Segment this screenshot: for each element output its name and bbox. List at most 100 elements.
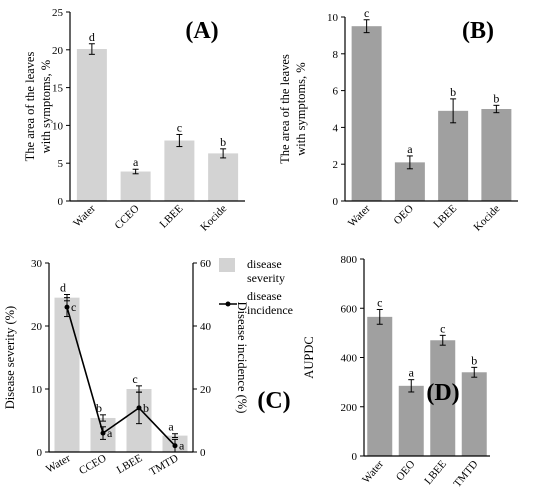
data-label: b <box>471 353 477 367</box>
error-bar <box>450 98 457 124</box>
bar <box>54 297 80 452</box>
error-bar <box>493 104 500 114</box>
data-label: c <box>440 321 445 335</box>
x-tick-label: Water <box>346 202 373 229</box>
x-tick-label: Kocide <box>472 203 503 234</box>
y-axis-title: with symptoms, % <box>294 62 308 155</box>
y-tick-label: 20 <box>31 321 43 333</box>
y-tick-label: 0 <box>333 196 339 208</box>
y-tick-label: 0 <box>352 451 358 463</box>
chart-panel-4: c a c b 0 200 400 600 800 Water OEO LBEE TMTD AUPDC (D… <box>302 254 490 490</box>
y2-tick-label: 0 <box>200 447 206 459</box>
y-axis-title: Disease severity (%) <box>3 306 17 409</box>
panel-label: (B) <box>462 18 494 44</box>
bar <box>208 153 239 201</box>
data-label: b <box>220 135 226 149</box>
y2-tick-label: 20 <box>200 384 212 396</box>
y-tick-label: 0 <box>58 196 64 208</box>
y-tick-label: 10 <box>327 12 339 24</box>
y-tick-label: 15 <box>52 83 64 95</box>
error-bar <box>220 148 227 159</box>
data-label: a <box>168 420 174 434</box>
x-tick-label: TMTD <box>451 458 480 490</box>
error-bar <box>406 155 413 170</box>
data-label: a <box>409 366 415 380</box>
x-tick-label: Water <box>360 458 386 486</box>
bar <box>367 316 393 456</box>
x-tick-label: Water <box>71 202 98 229</box>
bar <box>351 26 382 202</box>
line-data-label: a <box>107 426 113 440</box>
panel-label: (D) <box>426 380 459 406</box>
error-bar <box>172 433 178 439</box>
x-tick-label: LBEE <box>422 458 449 487</box>
error-bar <box>88 43 95 55</box>
error-bar <box>176 133 183 148</box>
line-data-label: a <box>179 439 185 453</box>
y-axis-title: The area of the leaves <box>278 54 292 164</box>
error-bar <box>363 19 370 34</box>
y-tick-label: 2 <box>333 159 339 171</box>
x-tick-label: Kocide <box>198 203 229 234</box>
data-label: c <box>377 295 382 309</box>
series-point <box>64 304 70 310</box>
error-bar <box>439 334 446 346</box>
legend-label: incidence <box>247 303 293 317</box>
bar <box>461 372 487 456</box>
y-tick-label: 25 <box>52 7 64 19</box>
bar <box>430 340 456 456</box>
x-tick-label: LBEE <box>431 202 459 230</box>
x-tick-label: OEO <box>392 203 417 228</box>
x-tick-label: Water <box>44 452 73 476</box>
series-point <box>100 430 106 436</box>
line-data-label: b <box>143 401 149 415</box>
bar <box>76 49 107 201</box>
chart-panel-2: c a b b 0 2 4 6 8 10 Water OEO LBEE Kocide The area of… <box>278 6 518 234</box>
legend-label: disease <box>247 257 282 271</box>
panel-label: (C) <box>257 388 290 414</box>
y-tick-label: 20 <box>52 45 64 57</box>
legend-label: disease <box>247 289 282 303</box>
bar <box>398 385 424 456</box>
error-bar <box>132 168 139 175</box>
error-bar <box>471 366 478 378</box>
legend-swatch-bar <box>219 258 235 272</box>
legend-label: severity <box>247 271 285 285</box>
error-bar <box>376 308 383 325</box>
chart-panel-1: d a c b 0 5 10 15 20 25 Water CCEO LBEE Kocide The are… <box>23 7 245 234</box>
y-axis-title: with symptoms, % <box>39 60 53 153</box>
x-tick-label: TMTD <box>148 452 181 478</box>
y-tick-label: 6 <box>333 86 339 98</box>
x-tick-label: CCEO <box>113 203 142 232</box>
data-label: b <box>493 91 499 105</box>
data-label: d <box>60 281 66 295</box>
y-tick-label: 4 <box>333 122 339 134</box>
y-tick-label: 400 <box>341 353 358 365</box>
data-label: a <box>407 142 413 156</box>
legend-swatch-marker <box>225 301 231 307</box>
data-label: b <box>450 85 456 99</box>
data-label: c <box>177 120 182 134</box>
data-label: a <box>133 155 139 169</box>
y-tick-label: 5 <box>58 158 64 170</box>
y-tick-label: 30 <box>31 258 43 270</box>
bar <box>164 140 195 201</box>
y-tick-label: 800 <box>341 254 358 266</box>
y-tick-label: 200 <box>341 402 358 414</box>
bar <box>481 109 512 201</box>
bar <box>438 110 469 201</box>
y-tick-label: 10 <box>31 384 43 396</box>
data-label: d <box>89 30 95 44</box>
y-tick-label: 600 <box>341 303 358 315</box>
line-data-label: c <box>71 300 76 314</box>
y-tick-label: 0 <box>37 447 43 459</box>
x-tick-label: OEO <box>394 458 418 483</box>
data-label: c <box>132 372 137 386</box>
error-bar <box>100 414 106 422</box>
y2-tick-label: 40 <box>200 321 212 333</box>
panel-label: (A) <box>185 18 218 44</box>
y-axis-title: AUPDC <box>302 336 316 378</box>
y2-tick-label: 60 <box>200 258 212 270</box>
x-tick-label: LBEE <box>115 452 145 476</box>
